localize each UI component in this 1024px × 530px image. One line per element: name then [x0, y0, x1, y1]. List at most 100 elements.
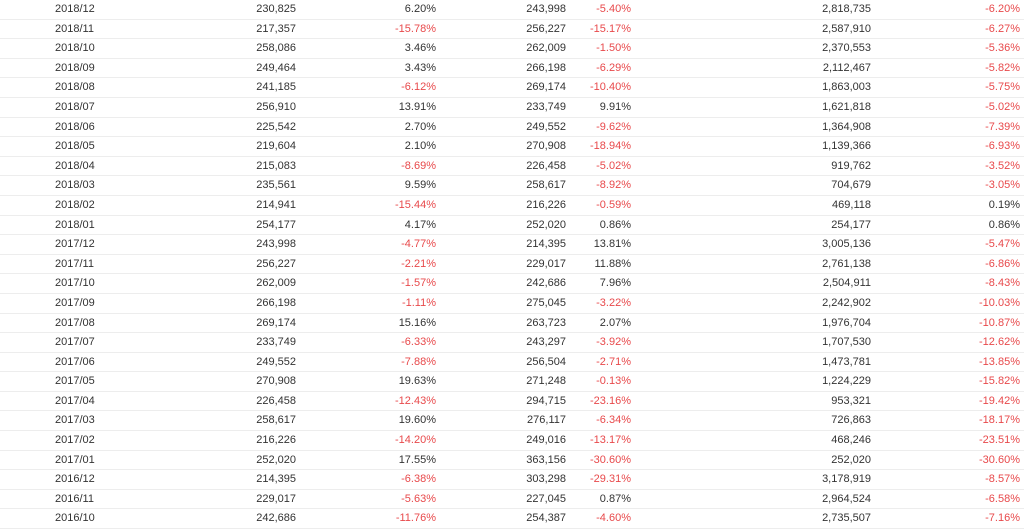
- table-row: 2017/07 233,749 -6.33% 243,297 -3.92% 1,707,5…: [0, 332, 1024, 353]
- monthly-value-cell: 269,174: [130, 313, 296, 334]
- cumulative-change-cell: -8.57%: [871, 469, 1024, 490]
- yoy-change-cell: -0.59%: [566, 195, 631, 216]
- cumulative-value-cell: 468,246: [631, 430, 871, 451]
- monthly-value-cell: 270,908: [130, 371, 296, 392]
- date-cell: 2017/11: [0, 254, 130, 275]
- cumulative-change-cell: -13.85%: [871, 352, 1024, 373]
- table-row: 2018/11 217,357 -15.78% 256,227 -15.17% 2,587…: [0, 19, 1024, 40]
- yoy-change-cell: -6.29%: [566, 58, 631, 79]
- date-cell: 2016/11: [0, 489, 130, 510]
- prior-period-value-cell: 216,226: [436, 195, 566, 216]
- prior-period-value-cell: 271,248: [436, 371, 566, 392]
- cumulative-change-cell: -5.47%: [871, 234, 1024, 255]
- yoy-change-cell: -23.16%: [566, 391, 631, 412]
- monthly-value-cell: 256,227: [130, 254, 296, 275]
- date-cell: 2017/02: [0, 430, 130, 451]
- cumulative-change-cell: -23.51%: [871, 430, 1024, 451]
- date-cell: 2018/07: [0, 97, 130, 118]
- prior-period-value-cell: 276,117: [436, 410, 566, 432]
- cumulative-change-cell: -6.58%: [871, 489, 1024, 510]
- yoy-change-cell: 2.07%: [566, 313, 631, 334]
- cumulative-change-cell: -5.02%: [871, 97, 1024, 118]
- mom-change-cell: -6.38%: [296, 469, 436, 490]
- table-row: 2017/12 243,998 -4.77% 214,395 13.81% 3,005,1…: [0, 234, 1024, 255]
- table-row: 2018/10 258,086 3.46% 262,009 -1.50% 2,370,55…: [0, 38, 1024, 59]
- cumulative-value-cell: 2,370,553: [631, 38, 871, 59]
- prior-period-value-cell: 262,009: [436, 38, 566, 59]
- mom-change-cell: -12.43%: [296, 391, 436, 412]
- yoy-change-cell: -29.31%: [566, 469, 631, 490]
- cumulative-change-cell: -6.20%: [871, 0, 1024, 20]
- cumulative-change-cell: -3.05%: [871, 175, 1024, 196]
- mom-change-cell: 15.16%: [296, 313, 436, 334]
- cumulative-change-cell: -8.43%: [871, 273, 1024, 294]
- cumulative-value-cell: 252,020: [631, 450, 871, 471]
- cumulative-change-cell: -3.52%: [871, 156, 1024, 177]
- cumulative-change-cell: -5.36%: [871, 38, 1024, 59]
- monthly-value-cell: 219,604: [130, 136, 296, 157]
- monthly-value-cell: 217,357: [130, 19, 296, 40]
- mom-change-cell: -7.88%: [296, 352, 436, 373]
- table-row: 2017/03 258,617 19.60% 276,117 -6.34% 726,863…: [0, 410, 1024, 432]
- monthly-value-cell: 266,198: [130, 293, 296, 314]
- prior-period-value-cell: 303,298: [436, 469, 566, 490]
- mom-change-cell: 13.91%: [296, 97, 436, 118]
- cumulative-value-cell: 2,112,467: [631, 58, 871, 79]
- table-row: 2018/09 249,464 3.43% 266,198 -6.29% 2,112,46…: [0, 58, 1024, 79]
- date-cell: 2017/01: [0, 450, 130, 471]
- mom-change-cell: -6.12%: [296, 77, 436, 98]
- yoy-change-cell: 0.86%: [566, 215, 631, 236]
- mom-change-cell: -2.21%: [296, 254, 436, 275]
- prior-period-value-cell: 226,458: [436, 156, 566, 177]
- table-row: 2018/02 214,941 -15.44% 216,226 -0.59% 469,11…: [0, 195, 1024, 216]
- mom-change-cell: -4.77%: [296, 234, 436, 255]
- mom-change-cell: 4.17%: [296, 215, 436, 236]
- cumulative-value-cell: 1,707,530: [631, 332, 871, 353]
- yoy-change-cell: -5.02%: [566, 156, 631, 177]
- date-cell: 2018/06: [0, 117, 130, 138]
- table-row: 2016/10 242,686 -11.76% 254,387 -4.60% 2,735,…: [0, 508, 1024, 530]
- table-row: 2016/11 229,017 -5.63% 227,045 0.87% 2,964,52…: [0, 489, 1024, 510]
- monthly-value-cell: 214,395: [130, 469, 296, 490]
- cumulative-value-cell: 1,364,908: [631, 117, 871, 138]
- date-cell: 2017/05: [0, 371, 130, 392]
- date-cell: 2018/02: [0, 195, 130, 216]
- table-row: 2018/03 235,561 9.59% 258,617 -8.92% 704,679-…: [0, 175, 1024, 196]
- table-row: 2018/07 256,910 13.91% 233,749 9.91% 1,621,81…: [0, 97, 1024, 118]
- monthly-value-cell: 249,552: [130, 352, 296, 373]
- date-cell: 2018/03: [0, 175, 130, 196]
- prior-period-value-cell: 229,017: [436, 254, 566, 275]
- date-cell: 2018/09: [0, 58, 130, 79]
- table-row: 2017/04 226,458 -12.43% 294,715 -23.16% 953,3…: [0, 391, 1024, 412]
- table-row: 2017/11 256,227 -2.21% 229,017 11.88% 2,761,1…: [0, 254, 1024, 275]
- prior-period-value-cell: 258,617: [436, 175, 566, 196]
- date-cell: 2017/04: [0, 391, 130, 412]
- cumulative-value-cell: 919,762: [631, 156, 871, 177]
- date-cell: 2018/05: [0, 136, 130, 157]
- mom-change-cell: 2.70%: [296, 117, 436, 138]
- prior-period-value-cell: 242,686: [436, 273, 566, 294]
- table-row: 2018/08 241,185 -6.12% 269,174 -10.40% 1,863,…: [0, 77, 1024, 98]
- cumulative-change-cell: -6.86%: [871, 254, 1024, 275]
- monthly-value-cell: 258,086: [130, 38, 296, 59]
- cumulative-value-cell: 1,976,704: [631, 313, 871, 334]
- cumulative-change-cell: -7.39%: [871, 117, 1024, 138]
- cumulative-value-cell: 1,224,229: [631, 371, 871, 392]
- cumulative-value-cell: 2,818,735: [631, 0, 871, 20]
- cumulative-value-cell: 704,679: [631, 175, 871, 196]
- prior-period-value-cell: 249,016: [436, 430, 566, 451]
- prior-period-value-cell: 269,174: [436, 77, 566, 98]
- yoy-change-cell: -8.92%: [566, 175, 631, 196]
- cumulative-change-cell: -19.42%: [871, 391, 1024, 412]
- date-cell: 2017/06: [0, 352, 130, 373]
- prior-period-value-cell: 266,198: [436, 58, 566, 79]
- date-cell: 2017/07: [0, 332, 130, 353]
- mom-change-cell: -1.11%: [296, 293, 436, 314]
- date-cell: 2018/11: [0, 19, 130, 40]
- cumulative-change-cell: -18.17%: [871, 410, 1024, 432]
- table-row: 2018/04 215,083 -8.69% 226,458 -5.02% 919,762…: [0, 156, 1024, 177]
- date-cell: 2017/09: [0, 293, 130, 314]
- monthly-value-cell: 242,686: [130, 508, 296, 530]
- prior-period-value-cell: 263,723: [436, 313, 566, 334]
- cumulative-value-cell: 469,118: [631, 195, 871, 216]
